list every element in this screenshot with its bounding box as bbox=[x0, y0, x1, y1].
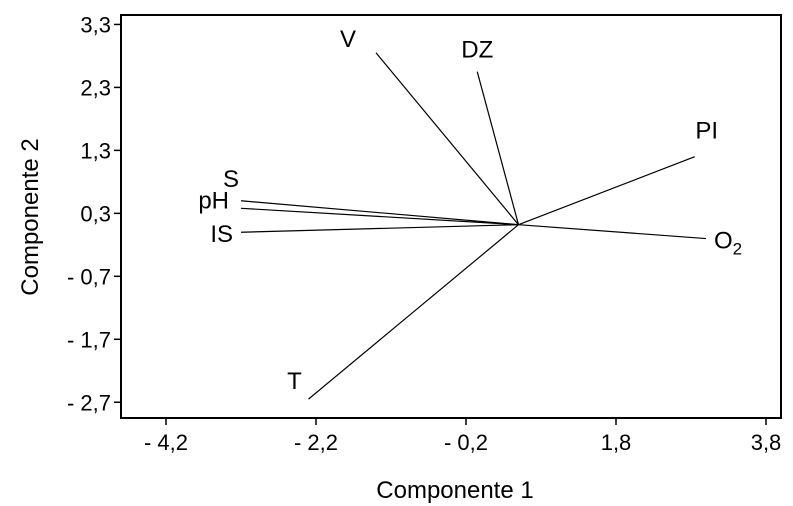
vector-line-pi bbox=[518, 156, 695, 226]
x-tick-label: - 2,2 bbox=[294, 430, 338, 455]
vector-line-s bbox=[240, 200, 519, 226]
vector-line-is bbox=[240, 224, 519, 233]
vector-line-dz bbox=[476, 71, 520, 225]
vector-label-s: S bbox=[223, 166, 239, 193]
y-axis-ticks: 3,3 2,3 1,3 0,3 - 0,7 - 1,7 - 2,7 bbox=[67, 12, 121, 415]
x-axis-ticks: - 4,2 - 2,2 - 0,2 1,8 3,8 bbox=[144, 418, 781, 455]
y-tick-label: - 2,7 bbox=[67, 390, 111, 415]
loading-vectors: V DZ PI SpH IS O2 T bbox=[198, 26, 742, 400]
y-tick-label: 2,3 bbox=[80, 75, 111, 100]
x-axis-title: Componente 1 bbox=[376, 477, 533, 504]
y-tick-label: - 1,7 bbox=[67, 327, 111, 352]
vector-label-pi: PI bbox=[695, 118, 718, 145]
vector-line-ph bbox=[240, 207, 519, 226]
x-tick-label: 1,8 bbox=[601, 430, 632, 455]
vector-label-dz: DZ bbox=[461, 37, 493, 64]
y-tick-label: 1,3 bbox=[80, 138, 111, 163]
x-tick-label: 3,8 bbox=[751, 430, 782, 455]
vector-label-is: IS bbox=[210, 221, 233, 248]
vector-label-o: O2 bbox=[714, 228, 742, 259]
vector-label-v: V bbox=[340, 26, 356, 53]
x-tick-label: - 0,2 bbox=[444, 430, 488, 455]
y-tick-label: 0,3 bbox=[80, 201, 111, 226]
vector-label-t: T bbox=[287, 368, 302, 395]
y-axis-title: Componente 2 bbox=[17, 138, 44, 295]
x-tick-label: - 4,2 bbox=[144, 430, 188, 455]
vector-line-t bbox=[308, 224, 519, 400]
vector-line-o bbox=[518, 224, 707, 240]
plot-frame bbox=[120, 14, 782, 419]
y-tick-label: - 0,7 bbox=[67, 264, 111, 289]
y-tick-label: 3,3 bbox=[80, 12, 111, 37]
vector-line-v bbox=[375, 52, 519, 226]
vector-label-ph: pH bbox=[198, 187, 229, 214]
